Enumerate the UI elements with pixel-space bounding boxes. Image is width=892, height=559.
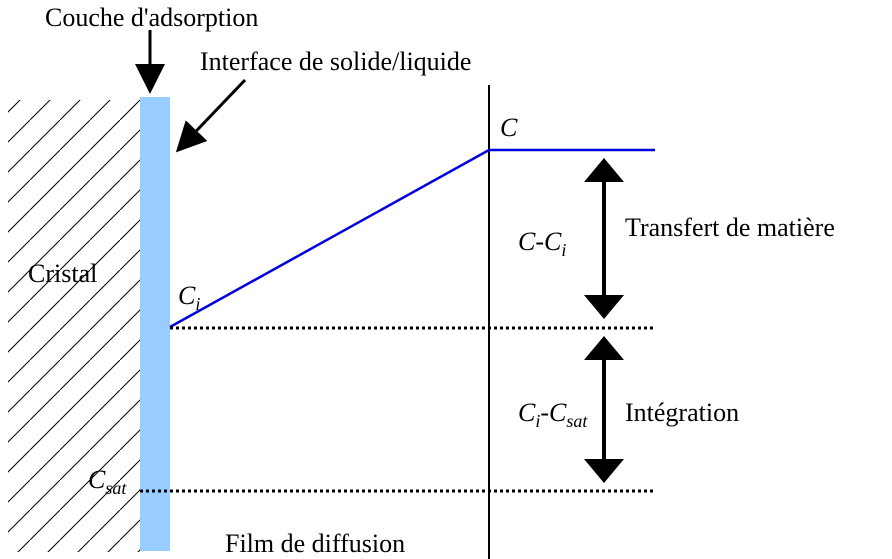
c-minus-ci-label: C-Ci — [518, 227, 566, 260]
subscript: sat — [566, 411, 588, 431]
crystal-label: Cristal — [28, 259, 97, 288]
c-label: C — [500, 113, 518, 142]
label-part: C — [178, 281, 196, 310]
subscript: sat — [105, 478, 127, 498]
label-part: - — [540, 398, 549, 427]
label-part: - — [535, 227, 544, 256]
title: Couche d'adsorption — [45, 3, 258, 32]
label-part: C — [500, 113, 518, 142]
ci-minus-csat-label: Ci-Csat — [518, 398, 588, 431]
subscript: i — [561, 240, 566, 260]
label-part: C — [88, 465, 106, 494]
interface-arrow — [175, 78, 247, 153]
ci-label: Ci — [178, 281, 200, 314]
crystal-hatch — [8, 100, 140, 552]
subscript: i — [195, 294, 200, 314]
label-part: C — [549, 398, 567, 427]
label-part: C — [544, 227, 562, 256]
film-label: Film de diffusion — [225, 529, 405, 558]
subscript: i — [535, 411, 540, 431]
integration-label: Intégration — [625, 398, 739, 427]
csat-label: Csat — [88, 465, 127, 498]
label-part: C — [518, 398, 536, 427]
interface-label: Interface de solide/liquide — [200, 47, 471, 76]
adsorption-layer — [140, 97, 170, 551]
label-part: C — [518, 227, 536, 256]
transfer-label: Transfert de matière — [625, 213, 835, 242]
concentration-profile — [169, 148, 655, 329]
